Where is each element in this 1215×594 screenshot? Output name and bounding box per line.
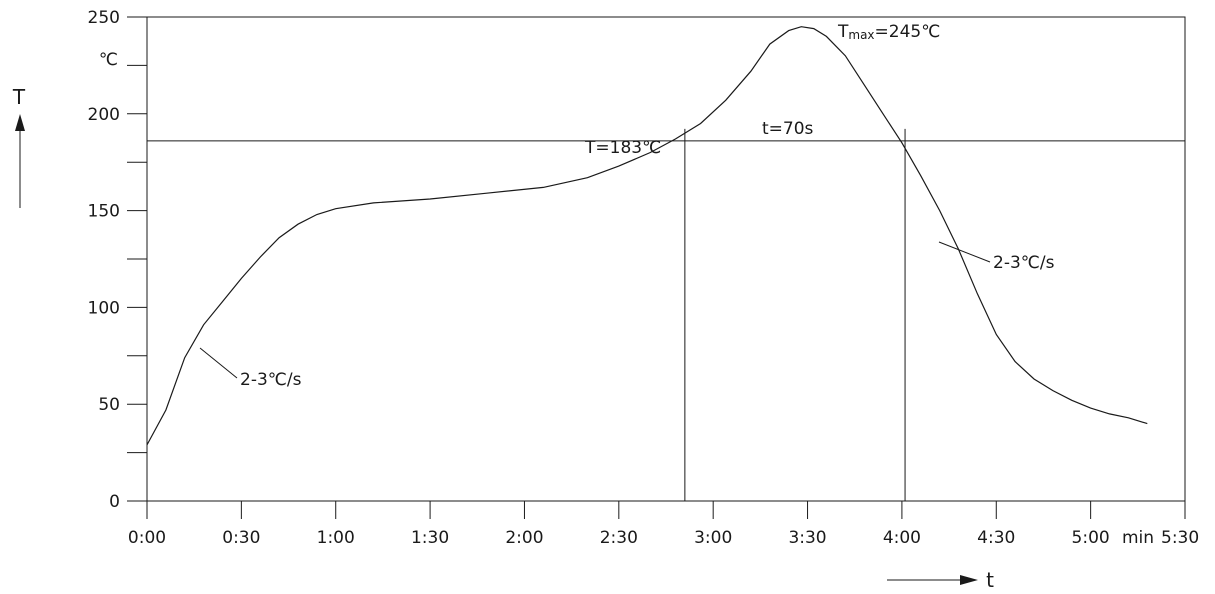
x-axis-arrow-head <box>960 575 978 585</box>
liquidus-temperature-label: T=183℃ <box>584 138 661 158</box>
y-tick-label: 150 <box>88 202 120 222</box>
y-tick-label: 250 <box>88 8 120 28</box>
x-tick-label: 3:30 <box>788 528 826 548</box>
temperature-curve <box>146 26 1148 446</box>
rise-rate-leader <box>199 347 238 379</box>
y-axis-arrow-head <box>15 114 25 131</box>
y-tick-label: 200 <box>88 105 120 125</box>
y-axis-symbol: T <box>12 85 26 109</box>
y-tick-label: 50 <box>98 395 120 415</box>
x-tick-label: 2:30 <box>600 528 638 548</box>
x-tick-label: 4:00 <box>883 528 921 548</box>
y-tick-label: 0 <box>109 492 120 512</box>
x-unit-label: min <box>1122 528 1154 548</box>
rise-rate-label: 2-3℃/s <box>240 370 302 390</box>
x-tick-label: 2:00 <box>505 528 543 548</box>
peak-subscript: max <box>848 28 874 42</box>
x-tick-label: 0:00 <box>128 528 166 548</box>
fall-rate-leader <box>938 241 991 263</box>
x-axis-symbol: t <box>986 568 994 592</box>
y-unit-label: ℃ <box>99 50 118 70</box>
peak-symbol: T <box>837 22 849 42</box>
y-tick-label: 100 <box>88 298 120 318</box>
x-tick-label: 1:30 <box>411 528 449 548</box>
x-tick-label: 3:00 <box>694 528 732 548</box>
x-tick-label: 5:00 <box>1072 528 1110 548</box>
y-axis-ticks: 0 50 100 150 200 250 <box>88 8 147 512</box>
fall-rate-label: 2-3℃/s <box>993 253 1055 273</box>
duration-label: t=70s <box>762 119 814 139</box>
x-tick-label: 4:30 <box>977 528 1015 548</box>
x-tick-label: 5:30 <box>1161 528 1199 548</box>
peak-temperature-label: Tmax=245℃ <box>837 22 940 42</box>
x-axis-ticks: 0:00 0:30 1:00 1:30 2:00 2:30 3:00 3:30 4:00 4:30… <box>128 501 1199 548</box>
peak-value: =245℃ <box>875 22 941 42</box>
x-tick-label: 0:30 <box>222 528 260 548</box>
x-tick-label: 1:00 <box>317 528 355 548</box>
